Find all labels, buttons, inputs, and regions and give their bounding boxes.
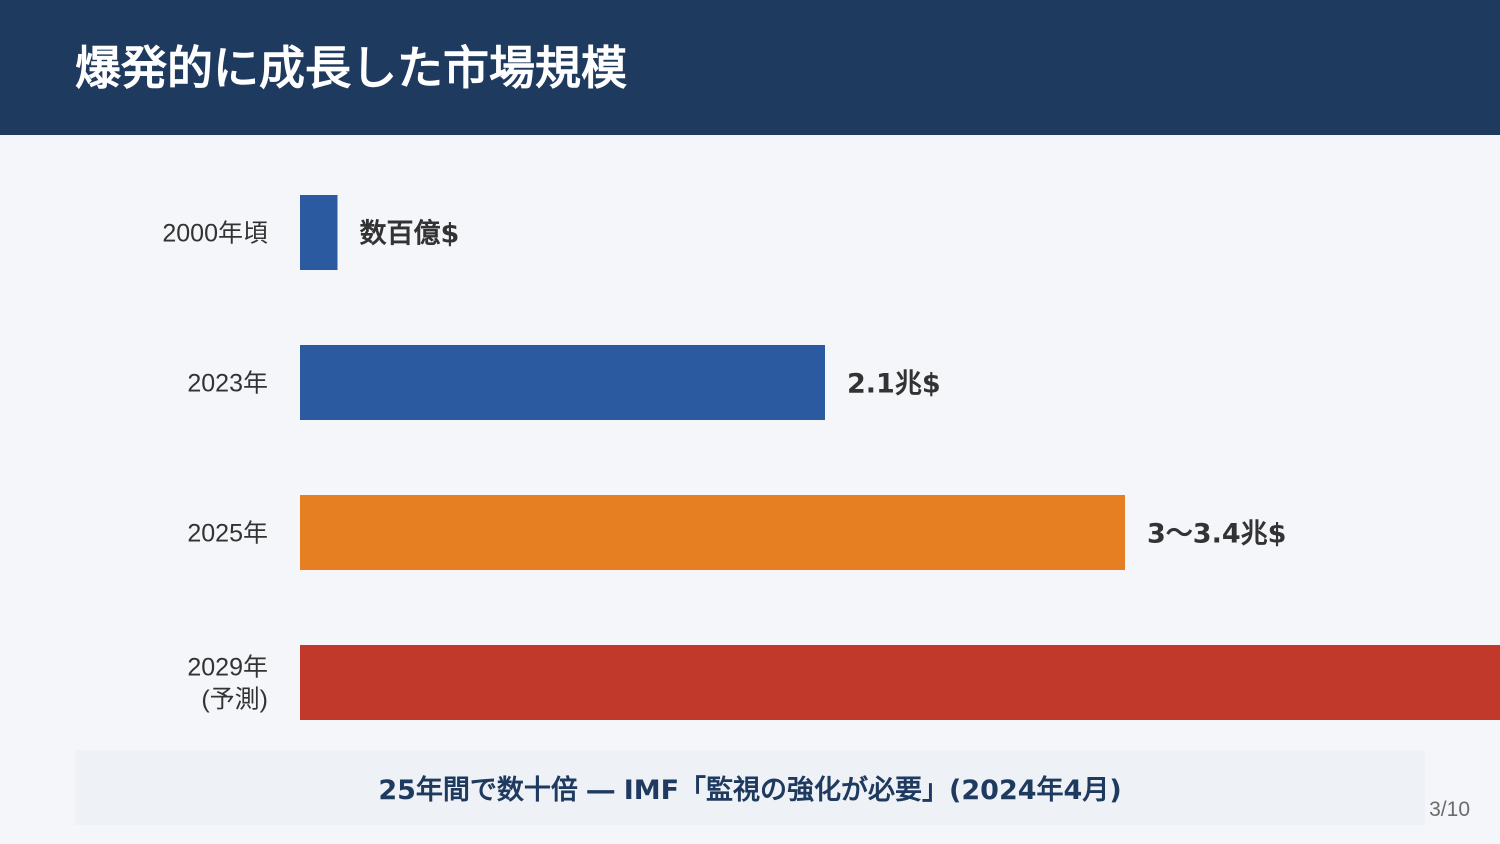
summary-note: 25年間で数十倍 ― IMF「監視の強化が必要」(2024年4月) (378, 775, 1122, 806)
value-label-1: 2.1兆$ (847, 369, 941, 400)
bar-3 (300, 645, 1500, 720)
page-number: 3/10 (1429, 798, 1470, 821)
bar-chart: 2000年頃 数百億$ 2023年 2.1兆$ 2025年 3〜3.4兆$ 2029年(予測… (162, 195, 1500, 720)
bar-0 (300, 195, 338, 270)
category-label-2: 2025年 (187, 520, 268, 548)
category-label-3: 2029年(予測) (187, 654, 268, 714)
slide-header: 爆発的に成長した市場規模 (0, 0, 1500, 135)
category-label-1: 2023年 (187, 370, 268, 398)
slide-title: 爆発的に成長した市場規模 (75, 41, 627, 95)
value-label-2: 3〜3.4兆$ (1147, 519, 1286, 550)
value-label-0: 数百億$ (360, 219, 460, 250)
summary-note-box: 25年間で数十倍 ― IMF「監視の強化が必要」(2024年4月) (75, 750, 1425, 825)
bar-1 (300, 345, 825, 420)
category-label-0: 2000年頃 (162, 220, 268, 248)
bar-2 (300, 495, 1125, 570)
